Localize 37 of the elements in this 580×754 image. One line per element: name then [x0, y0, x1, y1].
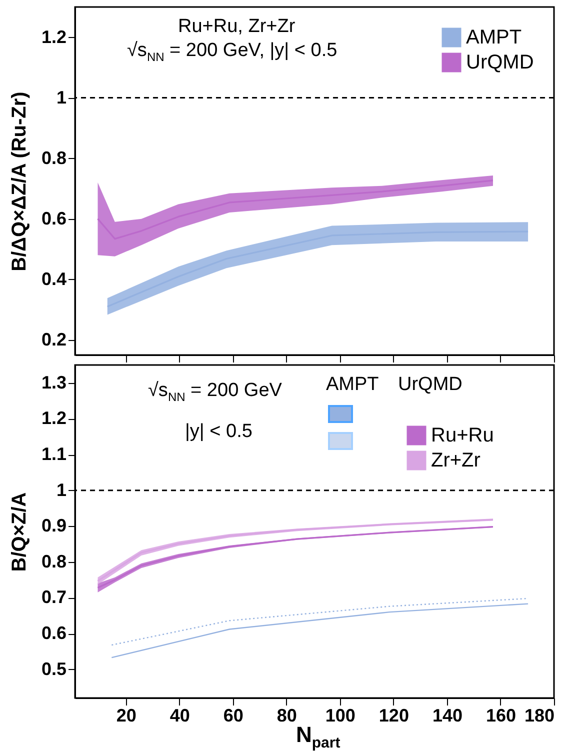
x-tick-label: 180 — [524, 706, 554, 726]
x-tick-label: 40 — [170, 706, 190, 726]
annotation: AMPT — [326, 374, 379, 396]
y-tick-label: 0.9 — [41, 516, 66, 536]
y-tick-label: 1 — [56, 87, 66, 108]
y-tick-label: 0.6 — [41, 623, 66, 644]
y-tick-label: 1 — [56, 480, 66, 500]
x-tick-label: 60 — [223, 706, 244, 726]
y-tick-label: 1.2 — [41, 26, 66, 47]
annotation: Ru+Ru, Zr+Zr — [178, 16, 296, 38]
y-tick-label: 0.2 — [41, 329, 66, 350]
annotation: √s$_{NN}$ = 200 GeV — [148, 380, 282, 404]
x-tick-label: 20 — [116, 706, 136, 726]
x-tick-label: 140 — [432, 706, 462, 726]
line-series — [111, 603, 529, 658]
y-tick-label: 0.5 — [41, 658, 66, 679]
y-axis-title: B/ΔQ×ΔZ/A (Ru-Zr) — [8, 92, 30, 272]
y-tick-label: 0.8 — [41, 148, 66, 168]
y-tick-label: 1.3 — [41, 372, 66, 392]
y-tick-label: 0.7 — [41, 587, 66, 608]
legend-label: AMPT — [466, 26, 522, 48]
x-tick-label: 80 — [276, 706, 297, 726]
y-tick-label: 0.8 — [41, 551, 66, 572]
y-tick-label: 0.4 — [41, 268, 66, 289]
legend-label: Zr+Zr — [431, 450, 481, 472]
annotation: UrQMD — [398, 374, 462, 396]
line-series — [111, 598, 529, 646]
x-tick-label: 160 — [486, 706, 516, 726]
annotation: √s$_{NN}$ = 200 GeV, |y| < 0.5 — [127, 40, 338, 64]
annotation: |y| < 0.5 — [185, 421, 252, 443]
y-axis-title: B/Q×Z/A — [8, 492, 30, 572]
legend-label: Ru+Ru — [431, 424, 494, 446]
legend-label: UrQMD — [466, 52, 534, 74]
y-tick-label: 1.2 — [41, 408, 66, 428]
y-tick-label: 1.1 — [41, 444, 66, 464]
x-tick-label: 120 — [378, 706, 409, 726]
y-tick-label: 0.6 — [41, 208, 66, 228]
